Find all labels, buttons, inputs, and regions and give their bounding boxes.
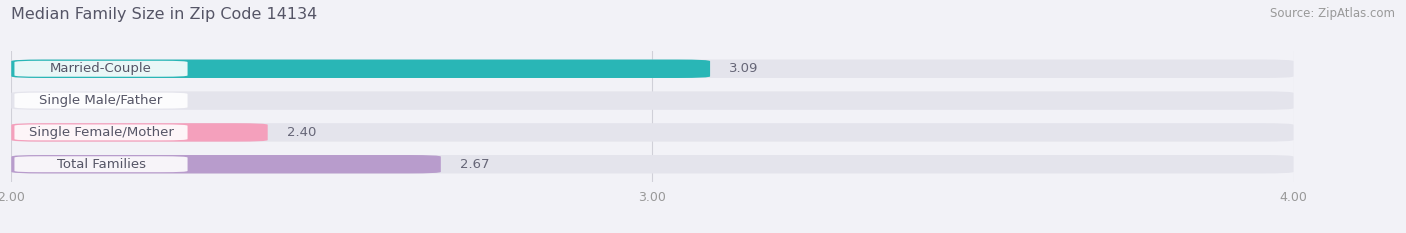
Text: 2.40: 2.40 bbox=[287, 126, 316, 139]
Text: 3.09: 3.09 bbox=[730, 62, 759, 75]
FancyBboxPatch shape bbox=[11, 123, 1294, 142]
FancyBboxPatch shape bbox=[14, 93, 187, 109]
Text: Married-Couple: Married-Couple bbox=[51, 62, 152, 75]
FancyBboxPatch shape bbox=[14, 124, 187, 140]
FancyBboxPatch shape bbox=[14, 156, 187, 172]
FancyBboxPatch shape bbox=[14, 61, 187, 77]
FancyBboxPatch shape bbox=[11, 155, 441, 173]
FancyBboxPatch shape bbox=[11, 155, 1294, 173]
Text: Single Male/Father: Single Male/Father bbox=[39, 94, 163, 107]
Text: Single Female/Mother: Single Female/Mother bbox=[28, 126, 173, 139]
Text: Source: ZipAtlas.com: Source: ZipAtlas.com bbox=[1270, 7, 1395, 20]
Text: Total Families: Total Families bbox=[56, 158, 145, 171]
FancyBboxPatch shape bbox=[11, 60, 1294, 78]
FancyBboxPatch shape bbox=[11, 123, 267, 142]
Text: 2.67: 2.67 bbox=[460, 158, 489, 171]
FancyBboxPatch shape bbox=[11, 91, 1294, 110]
FancyBboxPatch shape bbox=[11, 60, 710, 78]
Text: Median Family Size in Zip Code 14134: Median Family Size in Zip Code 14134 bbox=[11, 7, 318, 22]
